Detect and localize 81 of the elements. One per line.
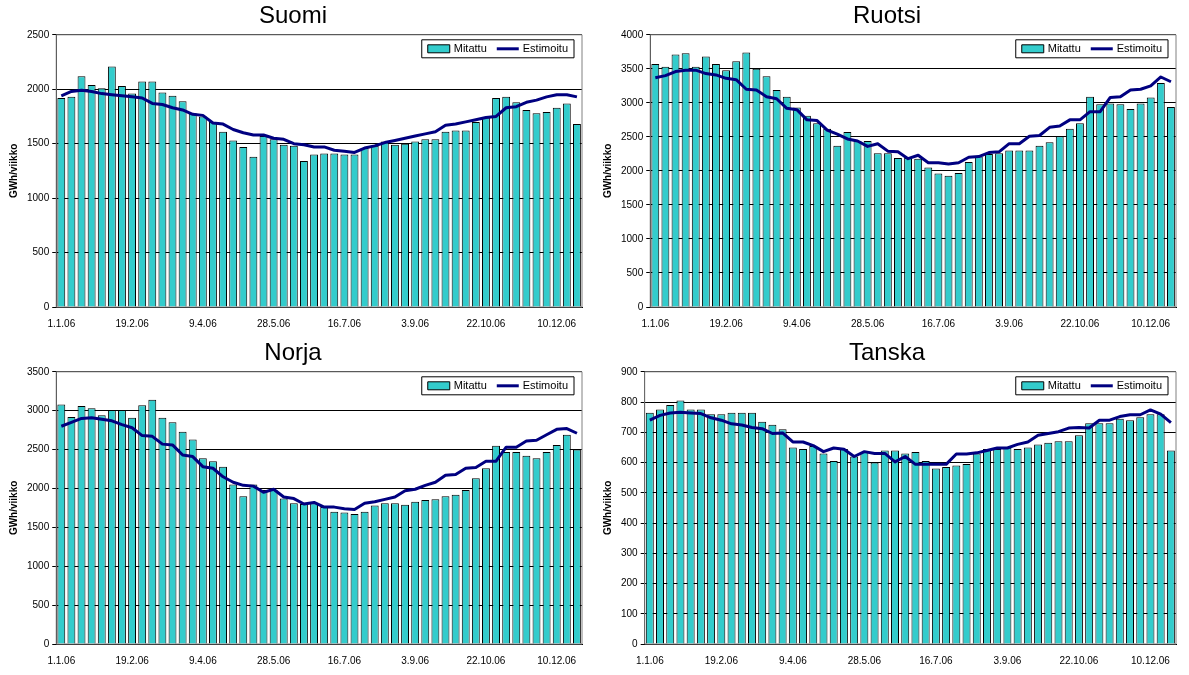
y-tick-label: 1000 [621, 232, 644, 244]
y-tick-label: 600 [621, 456, 639, 468]
legend-label: Estimoitu [1116, 378, 1163, 391]
x-tick-label: 28.5.06 [256, 317, 291, 329]
y-tick-label: 2000 [621, 164, 644, 176]
y-tick-label: 800 [621, 395, 639, 407]
x-tick-label: 28.5.06 [256, 654, 291, 666]
y-tick-label: 2000 [27, 482, 50, 494]
legend-label: Mitattu [1047, 378, 1081, 391]
x-tick-label: 9.4.06 [782, 317, 812, 329]
y-axis-title: GWh/viikko [601, 143, 613, 199]
x-tick-label: 10.12.06 [1130, 654, 1171, 666]
y-tick-label: 2500 [621, 130, 644, 142]
x-tick-label: 3.9.06 [401, 317, 430, 329]
y-tick-label: 3000 [621, 96, 644, 108]
y-tick-label: 0 [632, 637, 639, 649]
x-tick-label: 19.2.06 [115, 317, 150, 329]
x-tick-label: 1.1.06 [635, 654, 665, 666]
legend-label: Mitattu [453, 378, 487, 391]
x-tick-label: 19.2.06 [115, 654, 150, 666]
y-tick-label: 1500 [621, 198, 644, 210]
y-tick-label: 0 [637, 300, 644, 312]
x-tick-label: 28.5.06 [847, 654, 882, 666]
y-axis-title: GWh/viikko [7, 143, 19, 199]
y-tick-label: 0 [43, 637, 50, 649]
x-tick-label: 16.7.06 [921, 317, 956, 329]
x-tick-label: 3.9.06 [993, 654, 1022, 666]
chart-title: Norja [264, 338, 323, 366]
chart-title: Suomi [258, 1, 328, 29]
x-tick-label: 1.1.06 [47, 654, 76, 666]
y-axis-title: GWh/viikko [7, 480, 19, 536]
y-tick-label: 3000 [27, 404, 50, 416]
x-tick-label: 22.10.06 [466, 317, 506, 329]
y-tick-label: 200 [621, 577, 639, 589]
legend-label: Estimoitu [522, 378, 569, 391]
x-tick-label: 1.1.06 [47, 317, 76, 329]
x-tick-label: 22.10.06 [1059, 654, 1099, 666]
y-tick-label: 500 [32, 246, 50, 258]
y-tick-label: 900 [621, 365, 639, 377]
x-tick-label: 3.9.06 [995, 317, 1024, 329]
y-tick-label: 700 [621, 426, 639, 438]
y-tick-label: 3500 [621, 62, 644, 74]
legend-label: Mitattu [453, 41, 487, 54]
y-tick-label: 400 [621, 516, 639, 528]
y-tick-label: 4000 [621, 28, 644, 40]
y-tick-label: 500 [621, 486, 639, 498]
y-tick-label: 2500 [27, 443, 50, 455]
x-tick-label: 22.10.06 [466, 654, 506, 666]
y-tick-label: 1000 [27, 191, 50, 203]
y-tick-label: 3500 [27, 365, 50, 377]
y-tick-label: 500 [32, 598, 50, 610]
x-tick-label: 3.9.06 [401, 654, 430, 666]
x-tick-label: 9.4.06 [778, 654, 808, 666]
x-tick-label: 1.1.06 [641, 317, 670, 329]
x-tick-label: 10.12.06 [537, 317, 577, 329]
y-tick-label: 2000 [27, 82, 50, 94]
y-tick-label: 0 [43, 300, 50, 312]
x-tick-label: 19.2.06 [709, 317, 744, 329]
y-axis-title: GWh/viikko [601, 480, 613, 536]
y-tick-label: 500 [626, 266, 644, 278]
x-tick-label: 16.7.06 [327, 317, 362, 329]
legend-label: Mitattu [1047, 41, 1081, 54]
y-tick-label: 1500 [27, 137, 50, 149]
y-tick-label: 300 [621, 547, 639, 559]
x-tick-label: 9.4.06 [188, 317, 218, 329]
y-tick-label: 1500 [27, 521, 50, 533]
x-tick-label: 10.12.06 [1131, 317, 1171, 329]
x-tick-label: 10.12.06 [537, 654, 577, 666]
y-tick-label: 2500 [27, 28, 50, 40]
x-tick-label: 28.5.06 [850, 317, 885, 329]
y-tick-label: 100 [621, 607, 639, 619]
x-tick-label: 16.7.06 [327, 654, 362, 666]
x-tick-label: 19.2.06 [704, 654, 739, 666]
x-tick-label: 9.4.06 [188, 654, 218, 666]
legend-label: Estimoitu [522, 41, 569, 54]
x-tick-label: 16.7.06 [919, 654, 953, 666]
chart-title: Tanska [848, 338, 926, 366]
legend-label: Estimoitu [1116, 41, 1163, 54]
x-tick-label: 22.10.06 [1060, 317, 1100, 329]
chart-title: Ruotsi [852, 1, 922, 29]
y-tick-label: 1000 [27, 559, 50, 571]
